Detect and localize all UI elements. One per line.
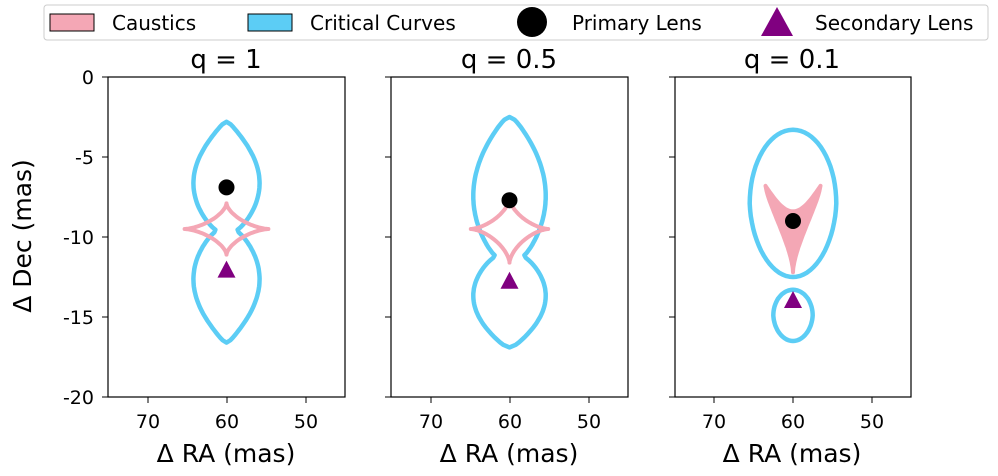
panel-3-secondary-lens (784, 291, 802, 308)
panel-1-y-ticks: 0 -5 -10 -15 -20 (63, 67, 108, 409)
panel-3-xtick-label: 60 (781, 411, 805, 433)
panel-3-y-ticks (669, 76, 675, 398)
panel-1-ytick-label: -15 (63, 307, 94, 329)
panel-3: q = 0.1 70 60 50 Δ RA (mas) (669, 45, 912, 468)
panel-2-y-ticks (385, 76, 391, 398)
panel-2-title: q = 0.5 (461, 45, 557, 75)
panel-1-ytick-label: 0 (82, 67, 94, 89)
legend-caustics-swatch (49, 13, 95, 32)
legend-critical-curves-swatch (247, 13, 293, 32)
panel-2-primary-lens (501, 192, 518, 209)
panel-3-primary-lens (785, 213, 801, 229)
panel-1-x-axis-label: Δ RA (mas) (157, 439, 296, 468)
panel-2-critical-curves (471, 114, 548, 350)
panel-2-x-ticks: 70 60 50 (419, 397, 601, 433)
panel-2-xtick-label: 50 (577, 411, 601, 433)
panel-2-xtick-label: 70 (419, 411, 443, 433)
panel-3-x-axis-label: Δ RA (mas) (723, 439, 862, 468)
legend-critical-curves-label: Critical Curves (310, 11, 456, 35)
panel-3-critical-curve-small (771, 287, 815, 344)
panel-1-ytick-label: -20 (63, 387, 94, 409)
panel-3-title: q = 0.1 (744, 45, 840, 75)
panel-1-secondary-lens (217, 260, 236, 278)
panel-1-xtick-label: 50 (294, 411, 318, 433)
legend-primary-lens-marker (517, 7, 547, 37)
panel-3-xtick-label: 50 (860, 411, 884, 433)
panel-1-critical-curves (191, 119, 262, 345)
panel-1-caustic (182, 201, 271, 257)
legend-primary-lens-label: Primary Lens (572, 11, 702, 35)
panel-1-x-ticks: 70 60 50 (136, 397, 318, 433)
panel-2-critical-curve (471, 114, 548, 350)
panel-3-xtick-label: 70 (702, 411, 726, 433)
panel-1-primary-lens (218, 179, 235, 196)
panel-3-x-ticks: 70 60 50 (702, 397, 884, 433)
legend: Caustics Critical Curves Primary Lens Se… (43, 4, 989, 41)
panel-1-ytick-label: -10 (63, 227, 94, 249)
panel-1-critical-curve (191, 119, 262, 345)
panel-1-ytick-label: -5 (75, 147, 94, 169)
panel-1-frame (107, 76, 346, 398)
panel-1-xtick-label: 70 (136, 411, 160, 433)
legend-secondary-lens-marker (761, 7, 793, 36)
panel-2-secondary-lens (500, 271, 519, 289)
panel-2-xtick-label: 60 (498, 411, 522, 433)
panel-2-x-axis-label: Δ RA (mas) (440, 439, 579, 468)
y-axis-label: Δ Dec (mas) (8, 159, 37, 313)
panel-2-caustic (468, 196, 551, 265)
panel-2: q = 0.5 70 60 50 Δ RA (mas) (385, 45, 629, 468)
panel-3-critical-curve-main (747, 127, 839, 280)
legend-caustics-label: Caustics (112, 11, 196, 35)
panel-1-xtick-label: 60 (215, 411, 239, 433)
panel-3-critical-curves (747, 127, 839, 344)
panel-2-caustics (468, 196, 551, 265)
panel-1: q = 1 70 60 50 0 -5 -10 -15 -20 Δ RA (ma… (63, 45, 346, 468)
legend-secondary-lens-label: Secondary Lens (815, 11, 973, 35)
panel-1-caustics (182, 201, 271, 257)
panel-1-title: q = 1 (190, 45, 261, 75)
